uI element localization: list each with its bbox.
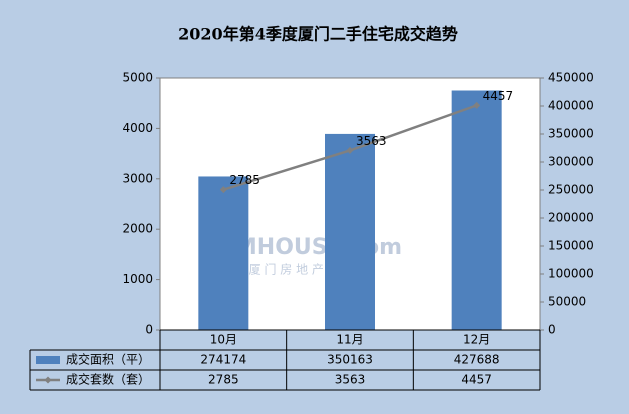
line-marker <box>219 186 227 194</box>
legend-key <box>44 376 52 384</box>
line-marker <box>346 146 354 154</box>
y-tick-label: 4000 <box>122 121 153 135</box>
bar <box>325 133 375 330</box>
y2-tick-label: 450000 <box>548 71 594 85</box>
x-tick-label: 10月 <box>210 333 237 347</box>
y2-tick-label: 300000 <box>548 155 594 169</box>
data-label: 2785 <box>229 173 260 187</box>
line-marker <box>473 101 481 109</box>
x-tick-label: 11月 <box>336 333 363 347</box>
table-cell: 3563 <box>335 373 366 387</box>
table-cell: 274174 <box>200 353 246 367</box>
y2-tick-label: 400000 <box>548 99 594 113</box>
table-cell: 350163 <box>327 353 373 367</box>
y-tick-label: 1000 <box>122 272 153 286</box>
x-tick-label: 12月 <box>463 333 490 347</box>
legend-label: 成交套数（套） <box>66 372 150 387</box>
table-cell: 427688 <box>454 353 500 367</box>
y2-tick-label: 100000 <box>548 267 594 281</box>
data-label: 3563 <box>356 134 387 148</box>
y2-tick-label: 250000 <box>548 183 594 197</box>
y2-tick-label: 200000 <box>548 211 594 225</box>
y2-tick-label: 50000 <box>548 295 586 309</box>
legend-key <box>36 356 60 364</box>
y2-tick-label: 150000 <box>548 239 594 253</box>
data-label: 4457 <box>483 89 514 103</box>
y-tick-label: 5000 <box>122 71 153 85</box>
y2-tick-label: 350000 <box>548 127 594 141</box>
y-tick-label: 3000 <box>122 171 153 185</box>
y-tick-label: 2000 <box>122 222 153 236</box>
table-cell: 4457 <box>461 373 492 387</box>
y-tick-label: 0 <box>145 323 153 337</box>
bar <box>451 90 502 330</box>
legend-label: 成交面积（平） <box>66 352 150 367</box>
table-cell: 2785 <box>208 373 239 387</box>
bar <box>198 176 249 330</box>
y2-tick-label: 0 <box>548 323 556 337</box>
chart-title: 2020年第4季度厦门二手住宅成交趋势 <box>178 25 458 44</box>
